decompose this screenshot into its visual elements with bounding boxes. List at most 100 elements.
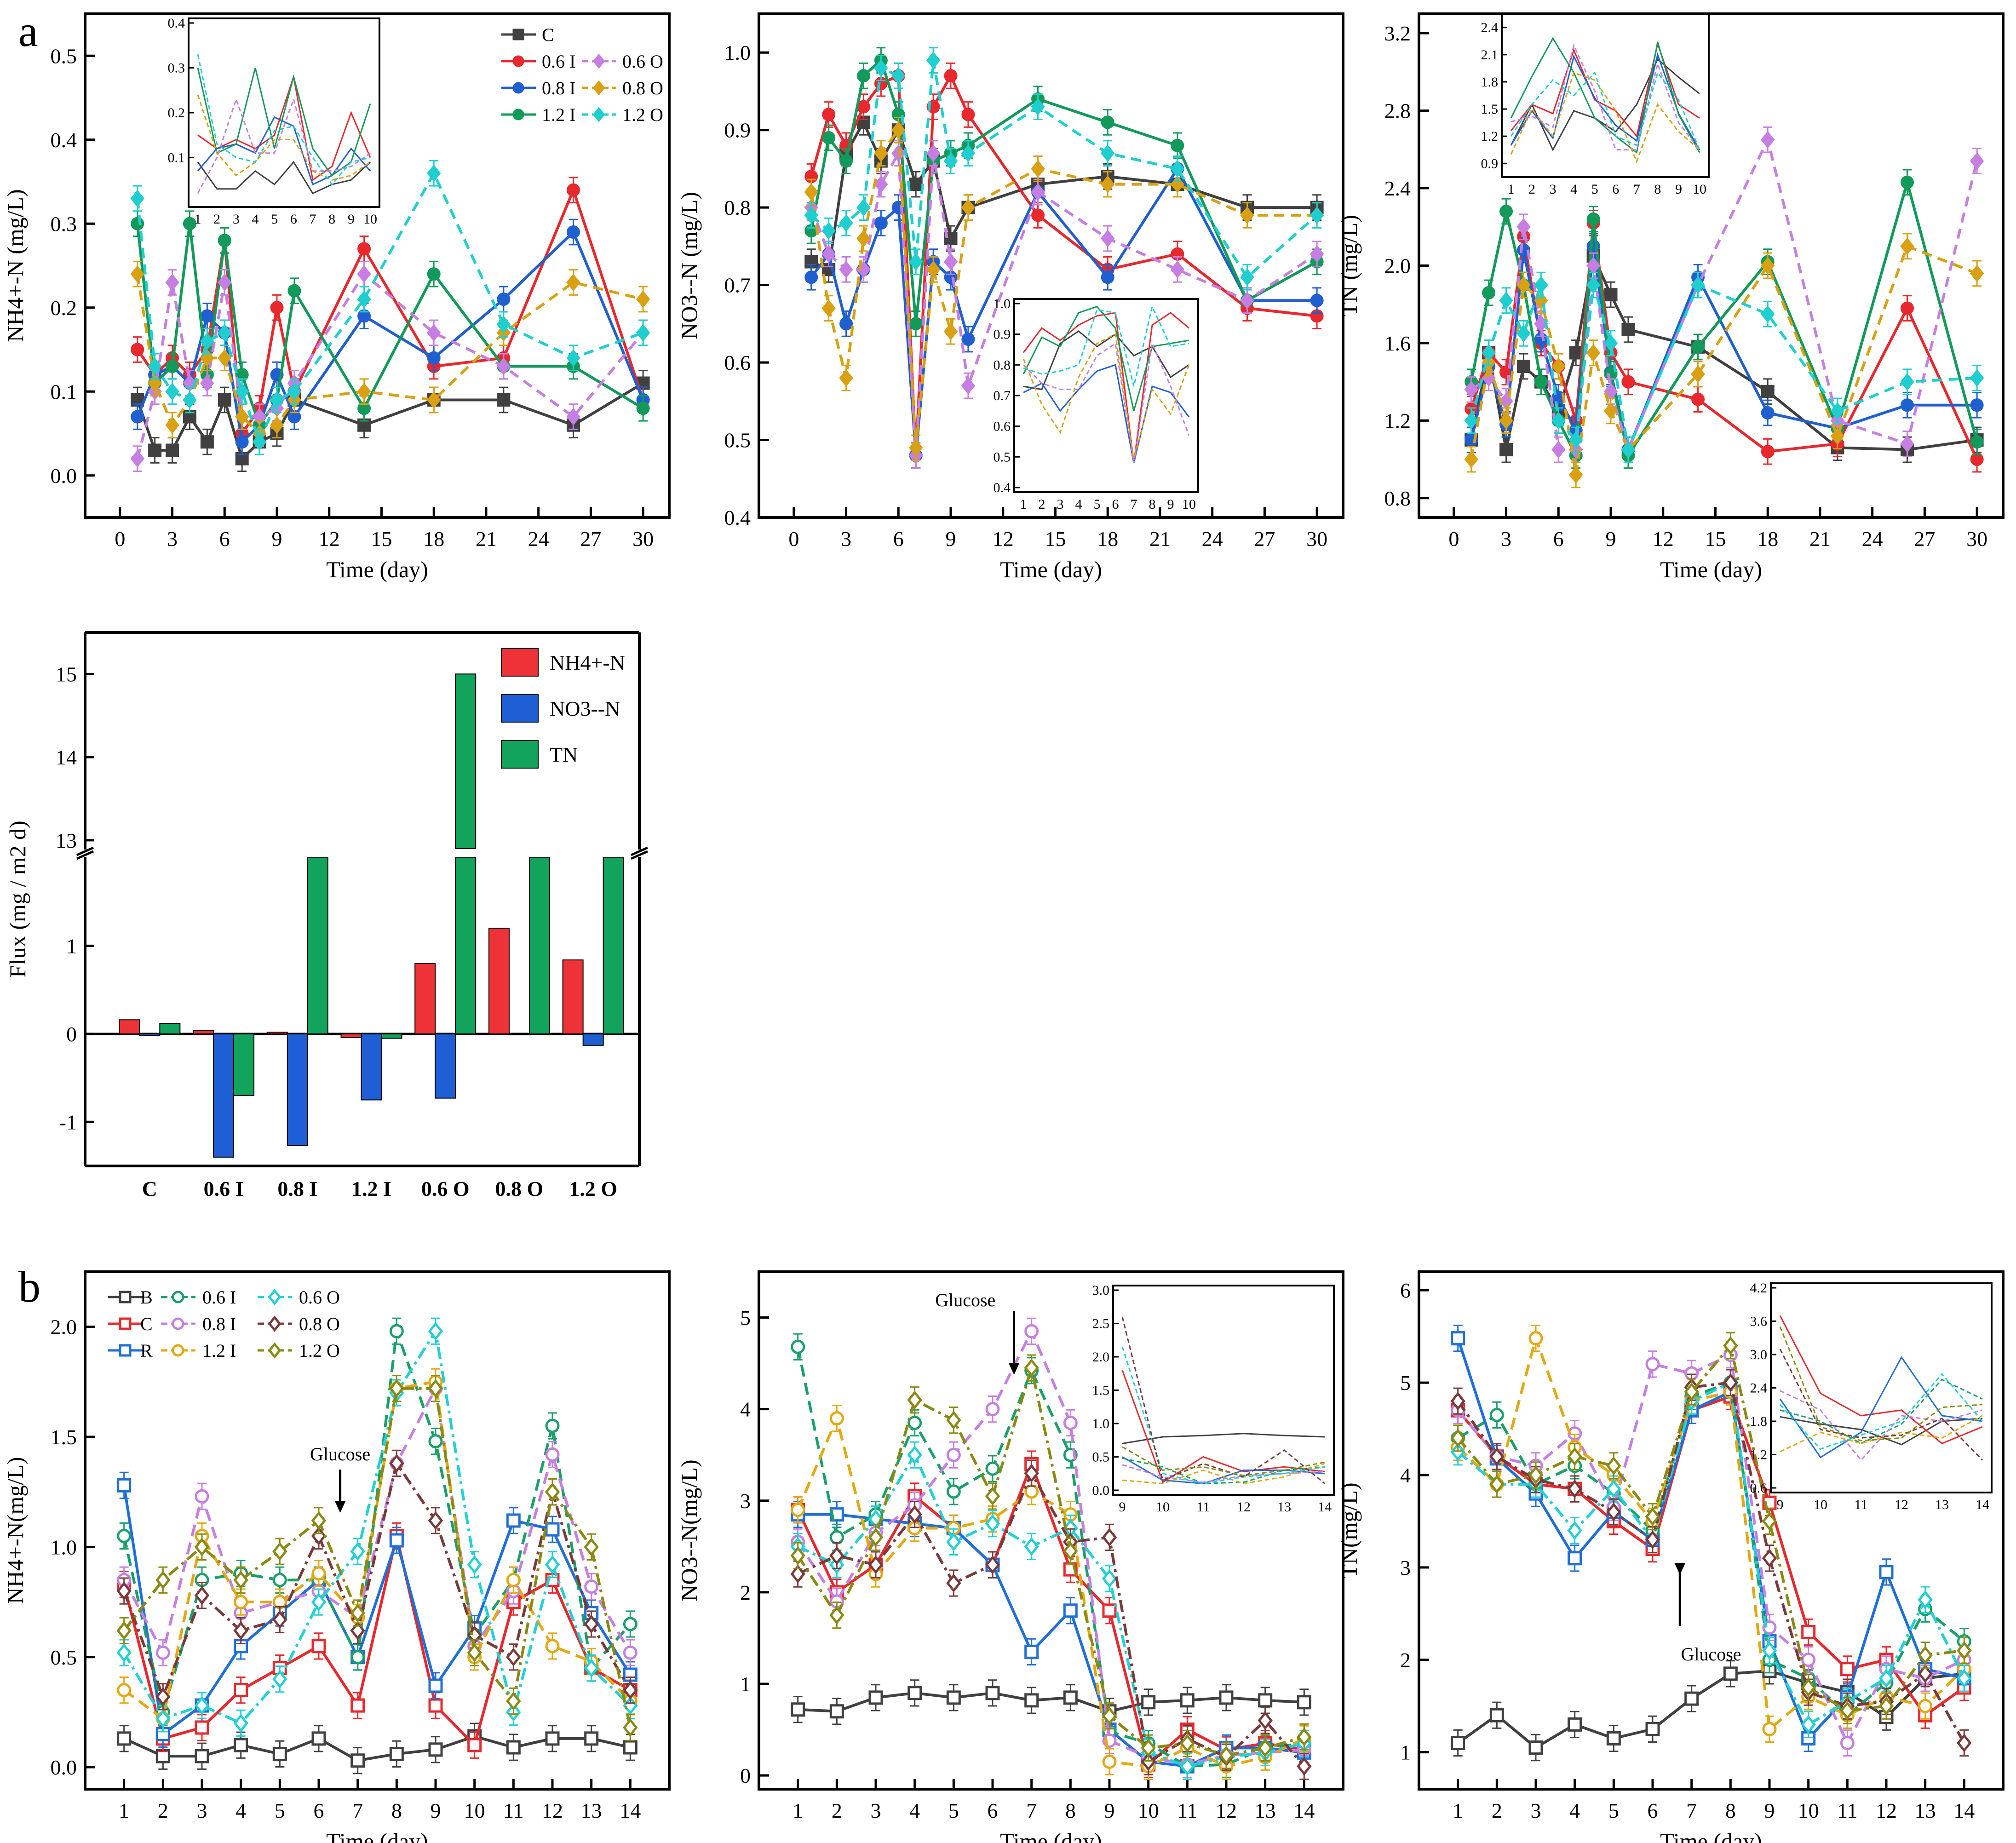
data-point: [943, 253, 958, 271]
y-axis-label: Flux (mg / m2 d): [5, 821, 30, 978]
data-point: [1567, 1447, 1582, 1466]
inset-y-tick-label: 4.2: [1750, 1280, 1768, 1296]
data-point: [1603, 402, 1618, 420]
inset-series-line: [1779, 1326, 1983, 1441]
y-tick-label: 5: [1400, 1371, 1411, 1395]
legend-marker: [119, 1344, 132, 1357]
data-point: [545, 1447, 560, 1462]
x-tick-label: 4: [1569, 1799, 1580, 1822]
data-point: [155, 1709, 171, 1728]
data-point: [623, 1617, 638, 1631]
data-point: [1489, 1708, 1504, 1722]
data-point: [1586, 344, 1601, 362]
data-point: [1645, 1357, 1660, 1372]
data-point: [1801, 1715, 1816, 1734]
data-point: [1528, 1465, 1544, 1485]
data-point: [270, 391, 284, 409]
data-point: [1900, 237, 1914, 255]
data-point: [1101, 144, 1115, 162]
data-point: [1762, 1549, 1777, 1568]
bar-break-gap: [454, 850, 477, 857]
data-point: [155, 1570, 171, 1590]
plots-layer: 0.00.10.20.30.40.50 3 6 9 12 15 18 21 24 27 30Time…: [2, 12, 2005, 1843]
data-point: [636, 324, 650, 342]
data-point: [1606, 1503, 1621, 1521]
data-point: [311, 1511, 327, 1530]
inset-series-line: [1779, 1356, 1983, 1458]
data-point: [467, 1738, 482, 1752]
y-tick-label: 0.8: [1384, 487, 1411, 510]
inset-y-tick-label: 1.0: [1092, 1416, 1110, 1431]
inset-y-tick-label: 1.2: [1481, 129, 1499, 144]
data-point: [357, 265, 371, 283]
legend-marker: [592, 80, 605, 96]
y-tick-label: 1.0: [724, 41, 751, 64]
y-axis-label: NO3--N(mg/L): [676, 1459, 702, 1601]
series-line: [122, 1331, 632, 1713]
data-point: [1180, 1734, 1195, 1753]
data-point: [218, 234, 231, 247]
inset-x-tick-label: 2: [1039, 497, 1045, 512]
data-point: [1603, 334, 1618, 352]
x-tick-label: 3: [167, 527, 178, 551]
x-tick-label: 12: [993, 527, 1014, 551]
legend-label: NH4+-N: [550, 651, 625, 674]
data-point: [1499, 443, 1513, 457]
data-point: [584, 1614, 599, 1634]
data-point: [1258, 1739, 1273, 1757]
inset-x-tick-label: 3: [1057, 497, 1064, 512]
data-point: [117, 1683, 132, 1698]
data-point: [1180, 1757, 1195, 1776]
axis-break-mark: [630, 846, 649, 856]
data-point: [946, 1690, 961, 1705]
data-point: [218, 349, 232, 367]
data-point: [1586, 212, 1600, 226]
data-point: [1957, 1641, 1972, 1660]
x-tick-label: 21: [1809, 527, 1831, 551]
inset-y-tick-label: 0.7: [994, 388, 1011, 403]
data-point: [874, 59, 888, 77]
data-point: [874, 216, 888, 230]
inset-x-tick-label: 14: [1318, 1499, 1332, 1515]
data-point: [1534, 375, 1548, 389]
data-point: [1451, 1736, 1465, 1751]
data-point: [1761, 385, 1775, 398]
inset-y-tick-label: 0.8: [994, 357, 1011, 373]
data-point: [287, 284, 301, 298]
x-tick-label: 10: [464, 1799, 485, 1822]
x-tick-label: 0: [788, 527, 799, 551]
legend-label: 0.8 I: [542, 78, 575, 98]
data-point: [1691, 365, 1705, 383]
plot-frame: [84, 12, 671, 519]
x-tick-label: 18: [1757, 527, 1778, 551]
x-tick-label: 12: [542, 1799, 563, 1822]
data-point: [944, 69, 958, 83]
data-point: [1761, 305, 1775, 323]
y-tick-label: 3: [1400, 1556, 1411, 1579]
series-line: [796, 1414, 1305, 1768]
plot-frame: [1418, 1270, 2005, 1791]
data-point: [1970, 453, 1984, 466]
data-point: [874, 175, 888, 193]
data-point: [233, 1621, 248, 1640]
data-point: [1691, 392, 1705, 406]
data-point: [1024, 1693, 1039, 1708]
y-axis-label: TN(mg/L): [1336, 1482, 1362, 1578]
x-tick-label: 30: [632, 527, 654, 551]
data-point: [234, 1738, 248, 1752]
data-point: [200, 332, 214, 350]
series-0.8-O: [1464, 233, 1984, 488]
y-tick-label: 1.2: [1384, 409, 1411, 432]
chart-a2: 0.40.50.60.70.80.91.00 3 6 9 12 15 18 21 24 27 30T…: [676, 12, 1344, 582]
data-point: [1489, 1407, 1504, 1422]
data-point: [946, 1447, 961, 1462]
data-point: [166, 443, 179, 457]
data-point: [165, 273, 179, 292]
series-1.2-O: [1450, 1332, 1972, 1724]
data-point: [868, 1690, 883, 1705]
inset-series-line: [1022, 341, 1190, 463]
inset-series-line: [197, 94, 371, 181]
data-point: [116, 1621, 132, 1640]
inset-x-tick-label: 7: [1131, 497, 1137, 512]
x-tick-label: 7: [1026, 1799, 1037, 1822]
